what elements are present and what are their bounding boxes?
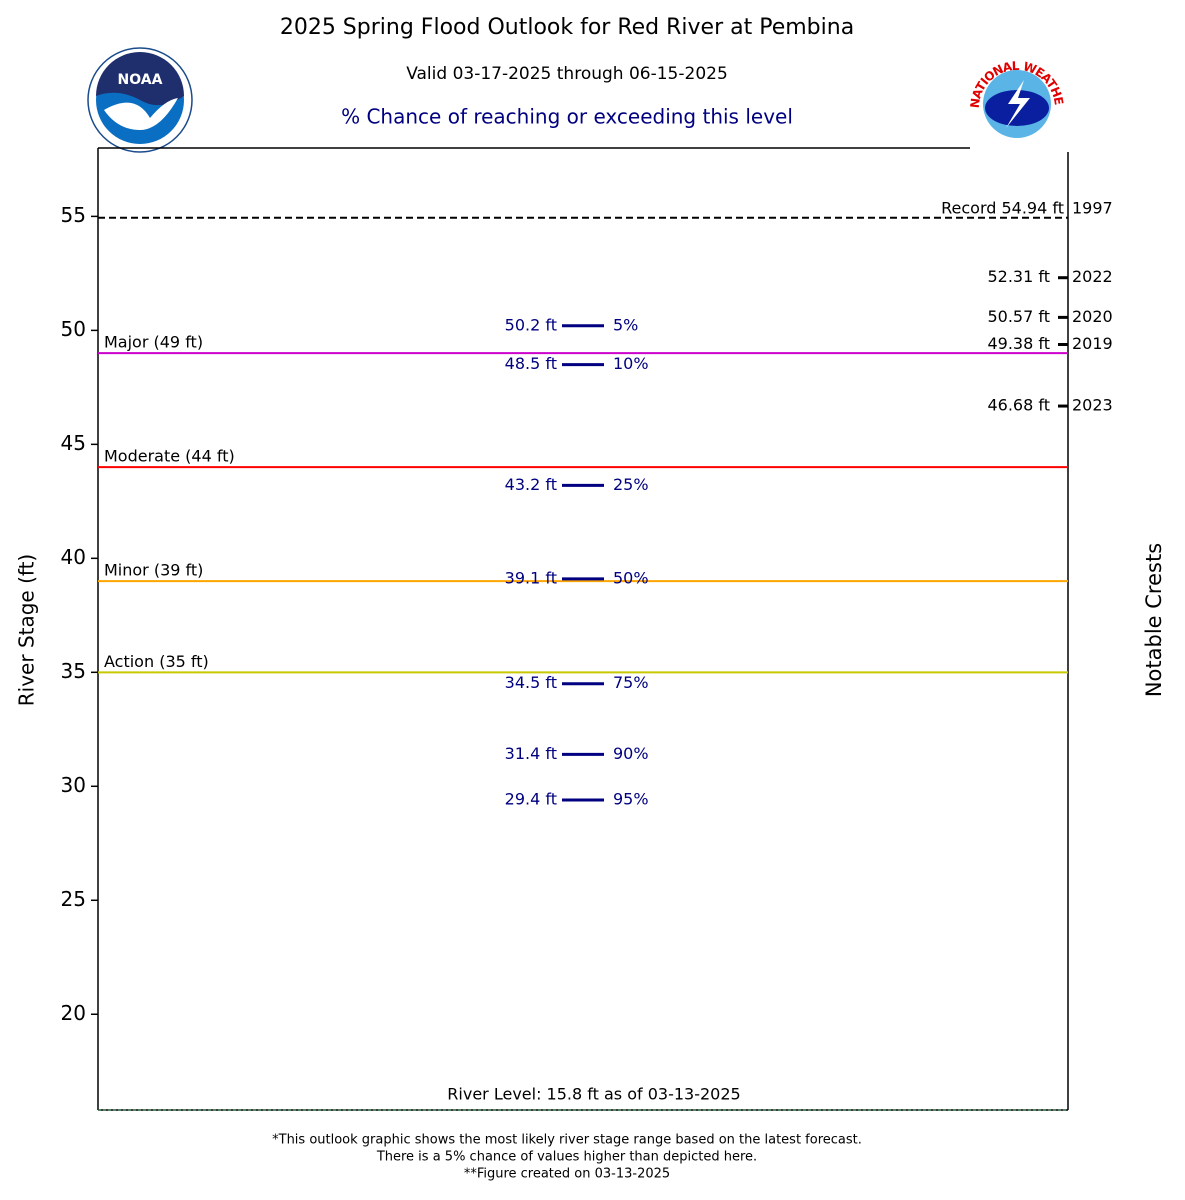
chart-subtitle: Valid 03-17-2025 through 06-15-2025 [406,64,728,84]
noaa-logo-text: NOAA [118,72,163,88]
y-tick-label: 40 [61,545,86,569]
stage-label: 39.1 ft [505,568,557,587]
y2-axis-label: Notable Crests [1142,543,1166,697]
probability-label: 90% [613,744,649,763]
y-tick-label: 55 [61,203,86,227]
probability-label: 95% [613,789,649,808]
record-label: Record 54.94 ft [941,198,1064,217]
y-tick-label: 50 [61,317,86,341]
y-tick-label: 30 [61,773,86,797]
chart-title: 2025 Spring Flood Outlook for Red River … [280,15,854,40]
footnote: **Figure created on 03-13-2025 [464,1167,670,1182]
crest-year: 2022 [1072,267,1113,286]
footnote: There is a 5% chance of values higher th… [376,1150,757,1165]
crest-year: 2020 [1072,307,1113,326]
stage-label: 29.4 ft [505,789,557,808]
footnote: *This outlook graphic shows the most lik… [272,1133,862,1148]
threshold-label: Major (49 ft) [104,333,203,352]
y-tick-label: 25 [61,887,86,911]
y-tick-label: 35 [61,659,86,683]
crest-year: 2023 [1072,396,1113,415]
probability-label: 75% [613,673,649,692]
probability-label: 50% [613,568,649,587]
threshold-label: Moderate (44 ft) [104,447,235,466]
crest-label: 49.38 ft [987,334,1050,353]
y-tick-label: 45 [61,431,86,455]
stage-label: 48.5 ft [505,354,557,373]
stage-label: 43.2 ft [505,475,557,494]
stage-label: 50.2 ft [505,315,557,334]
stage-label: 34.5 ft [505,673,557,692]
threshold-label: Minor (39 ft) [104,561,203,580]
stage-label: 31.4 ft [505,744,557,763]
threshold-label: Action (35 ft) [104,652,209,671]
crest-label: 46.68 ft [987,396,1050,415]
probability-label: 25% [613,475,649,494]
record-year: 1997 [1072,198,1113,217]
crest-label: 50.57 ft [987,307,1050,326]
crest-year: 2019 [1072,334,1113,353]
noaa-logo: NOAA [87,47,193,153]
crest-label: 52.31 ft [987,267,1050,286]
probability-label: 10% [613,354,649,373]
y-tick-label: 20 [61,1001,86,1025]
probability-label: 5% [613,315,638,334]
chart-heading: % Chance of reaching or exceeding this l… [341,105,793,129]
y-axis-label: River Stage (ft) [15,554,39,706]
river-level-label: River Level: 15.8 ft as of 03-13-2025 [447,1085,740,1104]
